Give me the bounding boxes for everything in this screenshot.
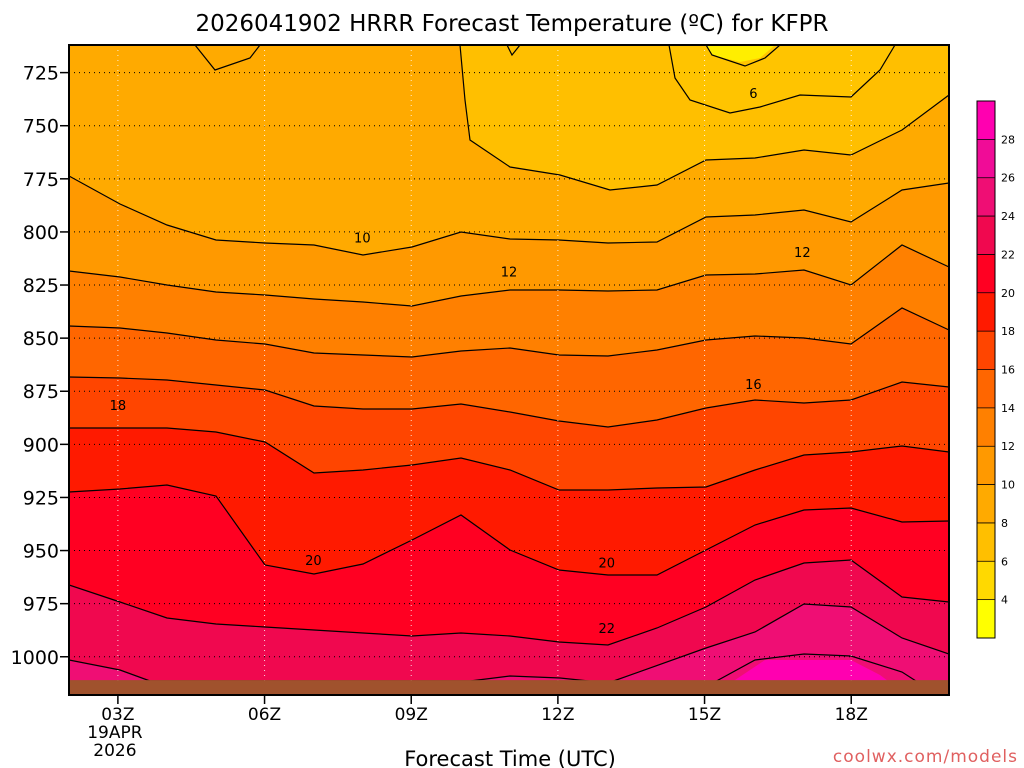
colorbar-swatch — [977, 484, 995, 524]
pressure-tick-label: 1000 — [11, 647, 59, 669]
colorbar: 4 6 8 10 12 14 16 18 20 22 24 26 28 — [976, 100, 1015, 639]
temperature-band-coldest — [706, 45, 775, 62]
isotherm-line — [705, 45, 781, 67]
contour-label: 20 — [305, 554, 322, 569]
colorbar-tick-label: 26 — [1001, 172, 1015, 185]
isotherm-line — [69, 427, 949, 491]
pressure-tick-label: 750 — [23, 116, 59, 138]
pressure-tick-label: 925 — [23, 487, 59, 509]
pressure-axis: 725 750 775 800 825 850 875 900 925 950 975 1000 — [11, 63, 69, 669]
pressure-tick-label: 975 — [23, 594, 59, 616]
isotherm-line — [69, 175, 949, 256]
ground-surface — [69, 680, 949, 695]
pressure-tick-label: 775 — [23, 169, 59, 191]
isotherm-line — [506, 45, 521, 57]
time-tick-label: 12Z — [541, 705, 574, 725]
isotherm-line — [69, 484, 949, 576]
pressure-tick-label: 850 — [23, 328, 59, 350]
colorbar-tick-label: 12 — [1001, 440, 1015, 453]
pressure-tick-label: 900 — [23, 434, 59, 456]
contour-label: 18 — [110, 399, 127, 414]
isotherm-line — [668, 45, 896, 114]
contour-label: 12 — [794, 246, 811, 261]
x-axis-title: Forecast Time (UTC) — [404, 747, 616, 768]
colorbar-swatch — [977, 369, 995, 409]
colorbar-swatch — [977, 254, 995, 294]
isotherm-line — [699, 653, 931, 691]
colorbar-swatch — [977, 177, 995, 217]
colorbar-swatch — [977, 446, 995, 486]
plot-area: 6 10 12 12 16 18 20 20 22 — [69, 45, 949, 695]
colorbar-swatch — [977, 522, 995, 562]
colorbar-tick-label: 16 — [1001, 364, 1015, 377]
colorbar-swatch — [977, 599, 995, 639]
temperature-bands — [69, 45, 949, 695]
contour-label: 20 — [599, 556, 616, 571]
colorbar-swatch — [977, 216, 995, 255]
colorbar-tick-label: 22 — [1001, 248, 1015, 261]
contour-lines — [69, 45, 949, 691]
colorbar-tick-label: 10 — [1001, 479, 1015, 492]
colorbar-swatch — [977, 101, 995, 140]
pressure-tick-label: 825 — [23, 275, 59, 297]
colorbar-swatch — [977, 561, 995, 601]
colorbar-tick-label: 20 — [1001, 287, 1015, 300]
colorbar-swatch — [977, 139, 995, 179]
pressure-tick-label: 950 — [23, 541, 59, 563]
isotherm-line — [194, 45, 261, 71]
colorbar-tick-label: 4 — [1001, 594, 1008, 607]
pressure-tick-label: 875 — [23, 381, 59, 403]
grid-lines — [69, 45, 949, 695]
pressure-tick-label: 725 — [23, 63, 59, 85]
isotherm-line — [69, 559, 949, 646]
date-label: 19APR — [87, 723, 143, 743]
credit-text: coolwx.com/models — [833, 747, 1018, 767]
colorbar-tick-label: 28 — [1001, 133, 1015, 146]
colorbar-swatch — [977, 407, 995, 447]
time-tick-label: 09Z — [395, 705, 428, 725]
contour-label: 6 — [749, 87, 757, 102]
contour-labels: 6 10 12 12 16 18 20 20 22 — [110, 87, 811, 637]
time-tick-label: 18Z — [835, 705, 868, 725]
colorbar-swatch — [977, 331, 995, 370]
time-tick-label: 15Z — [688, 705, 721, 725]
isotherm-line — [69, 244, 949, 307]
colorbar-tick-label: 8 — [1001, 517, 1008, 530]
contour-label: 16 — [745, 378, 762, 393]
colorbar-tick-label: 14 — [1001, 402, 1015, 415]
colorbar-tick-label: 24 — [1001, 210, 1015, 223]
colorbar-swatch — [977, 292, 995, 332]
isotherm-line — [69, 376, 949, 428]
year-label: 2026 — [93, 741, 136, 761]
chart-title: 2026041902 HRRR Forecast Temperature (ºC… — [195, 11, 828, 37]
colorbar-tick-label: 18 — [1001, 325, 1015, 338]
contour-label: 10 — [354, 231, 371, 246]
colorbar-tick-label: 6 — [1001, 555, 1008, 568]
time-tick-label: 03Z — [101, 705, 134, 725]
contour-label: 12 — [501, 265, 518, 280]
ground-below-surface — [69, 680, 949, 695]
contour-label: 22 — [599, 622, 616, 637]
plot-frame — [68, 44, 950, 696]
pressure-tick-label: 800 — [23, 222, 59, 244]
time-tick-label: 06Z — [248, 705, 281, 725]
